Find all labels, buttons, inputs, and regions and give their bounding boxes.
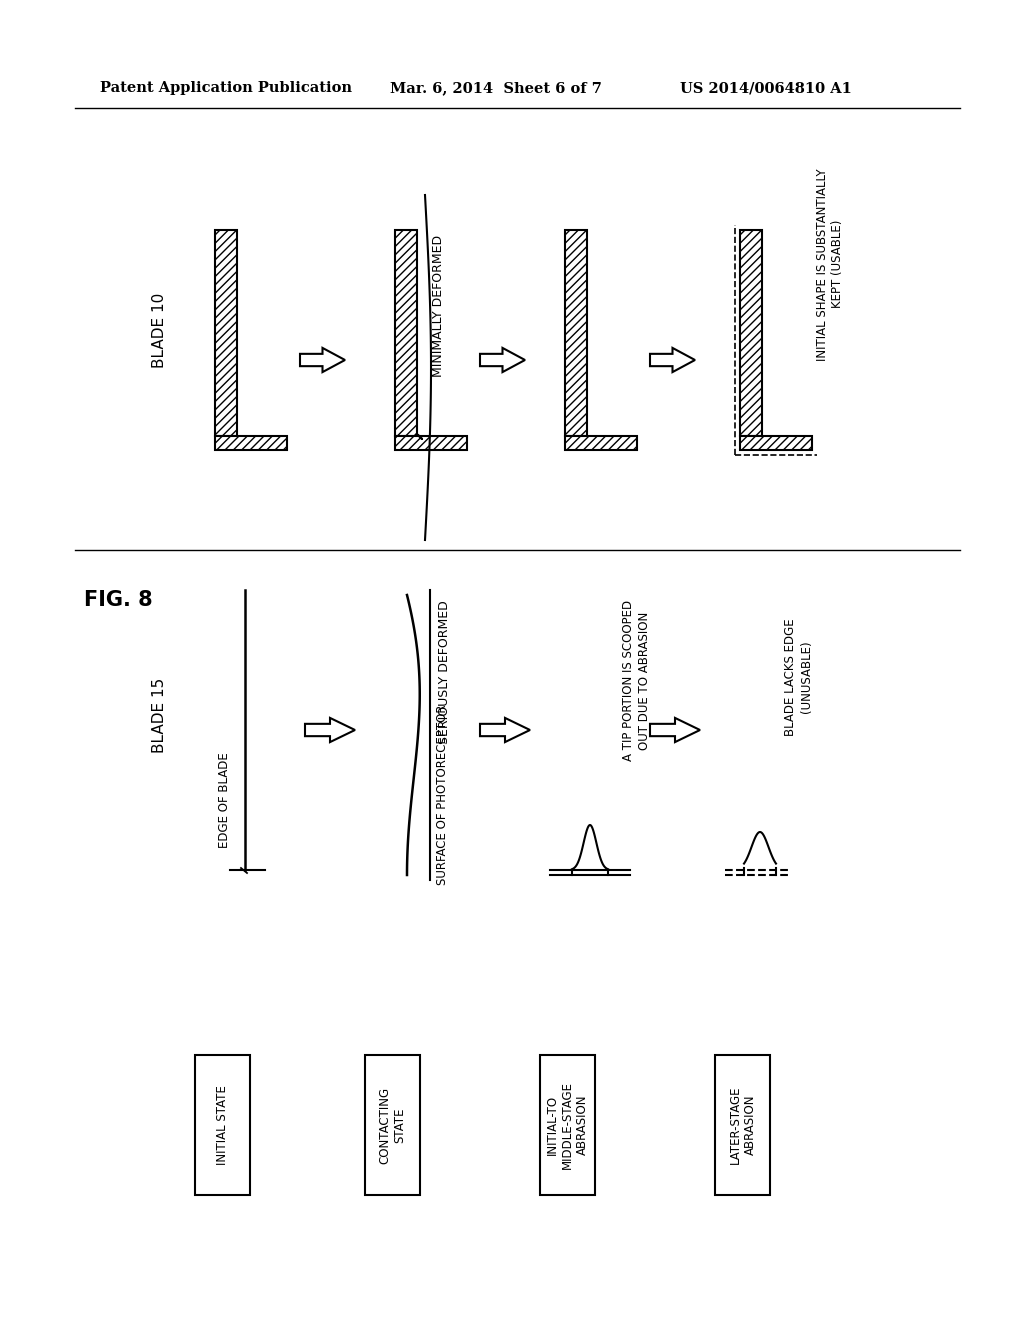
Bar <box>215 230 237 436</box>
Text: INITIAL STATE: INITIAL STATE <box>216 1085 229 1166</box>
Bar <box>395 230 417 436</box>
Bar <box>215 436 287 450</box>
Bar <box>565 436 637 450</box>
Text: SERIOUSLY DEFORMED: SERIOUSLY DEFORMED <box>438 601 452 743</box>
Text: FIG. 8: FIG. 8 <box>84 590 153 610</box>
Polygon shape <box>480 348 525 372</box>
Bar <box>740 230 762 436</box>
Bar <box>395 436 467 450</box>
Text: EDGE OF BLADE: EDGE OF BLADE <box>218 752 231 847</box>
Polygon shape <box>300 348 345 372</box>
Text: Mar. 6, 2014  Sheet 6 of 7: Mar. 6, 2014 Sheet 6 of 7 <box>390 81 602 95</box>
Bar <box>395 230 417 436</box>
Bar <box>740 230 762 436</box>
Text: BLADE LACKS EDGE
(UNUSABLE): BLADE LACKS EDGE (UNUSABLE) <box>783 618 812 735</box>
Bar <box>740 436 812 450</box>
Bar <box>215 230 237 436</box>
Bar <box>215 436 287 450</box>
Bar <box>740 436 812 450</box>
Bar <box>565 436 637 450</box>
Text: INITIAL SHAPE IS SUBSTANTIALLY
KEPT (USABLE): INITIAL SHAPE IS SUBSTANTIALLY KEPT (USA… <box>815 168 845 360</box>
Polygon shape <box>305 718 355 742</box>
Text: BLADE 15: BLADE 15 <box>153 677 168 752</box>
Text: CONTACTING
STATE: CONTACTING STATE <box>379 1086 407 1163</box>
Bar <box>195 1055 250 1195</box>
Polygon shape <box>650 718 700 742</box>
Bar <box>395 436 467 450</box>
Bar <box>565 230 587 436</box>
Text: US 2014/0064810 A1: US 2014/0064810 A1 <box>680 81 852 95</box>
Text: LATER-STAGE
ABRASION: LATER-STAGE ABRASION <box>728 1086 757 1164</box>
Text: INITIAL-TO
MIDDLE-STAGE
ABRASION: INITIAL-TO MIDDLE-STAGE ABRASION <box>546 1081 589 1170</box>
Bar <box>540 1055 595 1195</box>
Polygon shape <box>480 718 530 742</box>
Text: SURFACE OF PHOTORECEPTOR: SURFACE OF PHOTORECEPTOR <box>435 705 449 884</box>
Text: BLADE 10: BLADE 10 <box>153 292 168 368</box>
Text: MINIMALLY DEFORMED: MINIMALLY DEFORMED <box>432 235 445 378</box>
Polygon shape <box>650 348 695 372</box>
Bar <box>365 1055 420 1195</box>
Text: A TIP PORTION IS SCOOPED
OUT DUE TO ABRASION: A TIP PORTION IS SCOOPED OUT DUE TO ABRA… <box>623 601 651 762</box>
Bar <box>715 1055 770 1195</box>
Bar <box>565 230 587 436</box>
Text: Patent Application Publication: Patent Application Publication <box>100 81 352 95</box>
